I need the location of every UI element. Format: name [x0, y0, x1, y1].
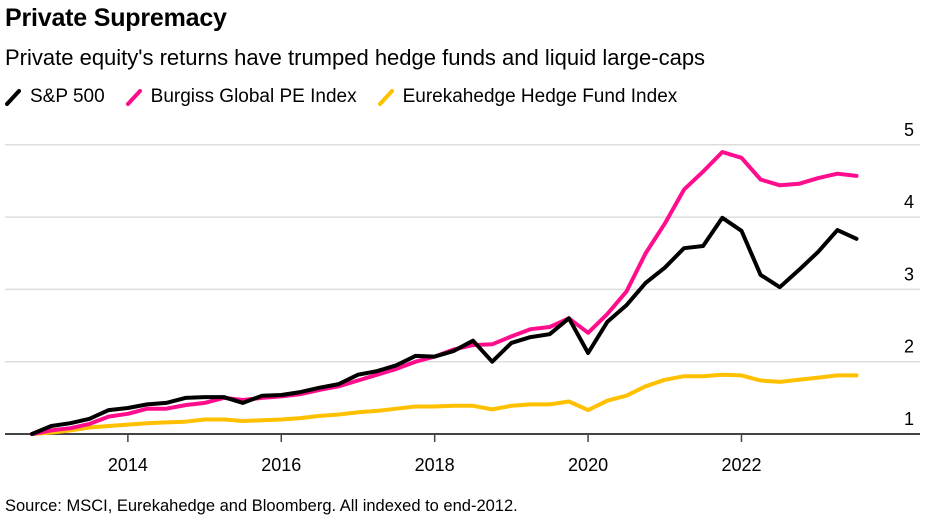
legend: S&P 500 Burgiss Global PE Index Eurekahe…: [5, 86, 698, 108]
x-tick-label: 2018: [415, 455, 455, 475]
series-lines: [30, 150, 859, 436]
x-tick-label: 2020: [568, 455, 608, 475]
x-tick-label: 2016: [261, 455, 301, 475]
legend-label: Burgiss Global PE Index: [150, 86, 357, 107]
gridlines: [5, 144, 920, 363]
source-note: Source: MSCI, Eurekahedge and Bloomberg.…: [5, 497, 518, 515]
legend-item-eurekahedge: Eurekahedge Hedge Fund Index: [377, 86, 678, 108]
y-tick-label: 4: [904, 192, 914, 212]
x-tick-label: 2014: [108, 455, 148, 475]
series-line-eurekahedge-hedge-fund-index: [30, 372, 859, 436]
legend-label: S&P 500: [30, 86, 105, 107]
x-tick-label: 2022: [721, 455, 761, 475]
chart-subtitle: Private equity's returns have trumped he…: [5, 45, 706, 70]
x-axis: 2014 2016 2018 2020 2022: [5, 433, 920, 475]
diagonal-line-icon: [125, 89, 142, 106]
y-tick-label: 1: [904, 409, 914, 429]
diagonal-line-icon: [5, 89, 21, 106]
y-tick-label: 3: [904, 264, 914, 284]
legend-item-burgiss: Burgiss Global PE Index: [125, 86, 357, 108]
diagonal-line-icon: [377, 89, 394, 106]
y-tick-label: 2: [904, 337, 914, 357]
legend-label: Eurekahedge Hedge Fund Index: [402, 86, 678, 107]
y-axis: 1 2 3 4 5: [904, 120, 914, 429]
legend-item-sp500: S&P 500: [5, 86, 105, 108]
series-line-burgiss-global-pe-index: [30, 150, 859, 436]
series-line-s-p-500: [30, 215, 859, 436]
y-tick-label: 5: [904, 120, 914, 140]
chart-title: Private Supremacy: [5, 4, 227, 32]
